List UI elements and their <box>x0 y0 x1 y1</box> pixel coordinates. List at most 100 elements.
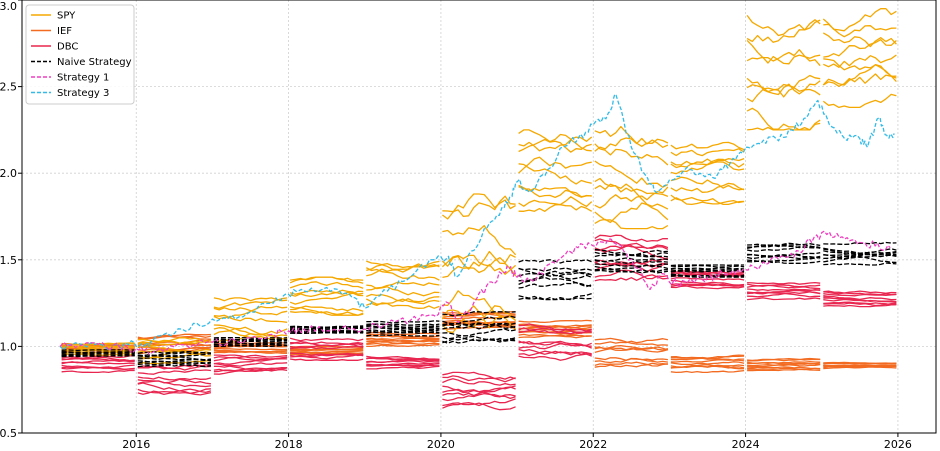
dbc-line <box>518 327 592 334</box>
spy-line <box>213 305 288 319</box>
naive-strategy-line <box>670 274 745 277</box>
legend-box <box>25 4 135 105</box>
spy-line <box>746 19 821 43</box>
dbc-line <box>670 270 745 274</box>
spy-line <box>137 345 212 355</box>
ief-line <box>137 335 212 340</box>
ief-line <box>747 357 821 362</box>
spy-line <box>670 194 745 206</box>
series-spy <box>61 8 897 365</box>
ief-line <box>366 338 440 343</box>
ief-line <box>594 337 668 346</box>
ief-line <box>594 344 669 351</box>
naive-strategy-line <box>518 272 592 282</box>
dbc-line <box>518 348 592 356</box>
ief-line <box>137 348 212 352</box>
y-tick-label: 2.0 <box>0 167 17 180</box>
series-strategy-3 <box>59 93 895 352</box>
dbc-line <box>594 234 668 243</box>
dbc-line <box>213 367 288 373</box>
spy-line <box>594 143 669 166</box>
naive-strategy-line <box>823 252 897 258</box>
spy-line <box>594 186 669 209</box>
spy-line <box>746 39 821 67</box>
dbc-line <box>366 359 440 363</box>
naive-strategy-line <box>366 331 440 334</box>
dbc-line <box>823 302 897 307</box>
naive-strategy-line <box>442 336 516 343</box>
ief-line <box>594 346 669 354</box>
spy-line <box>746 54 821 65</box>
ief-line <box>290 350 364 354</box>
spy-line <box>518 129 593 143</box>
dbc-line <box>442 398 516 409</box>
ief-line <box>594 357 668 361</box>
dbc-line <box>442 375 516 383</box>
dbc-line <box>213 354 288 362</box>
naive-strategy-line <box>213 338 288 343</box>
ief-line <box>366 338 440 344</box>
naive-strategy-line <box>746 252 821 260</box>
naive-strategy-line <box>823 241 897 246</box>
spy-line <box>594 137 669 152</box>
naive-strategy-line <box>747 242 821 247</box>
naive-strategy-line <box>747 256 821 263</box>
naive-strategy-line <box>594 259 668 264</box>
spy-line <box>289 289 364 295</box>
spy-line <box>289 281 364 289</box>
dbc-line <box>290 352 364 357</box>
naive-strategy-line <box>594 263 668 268</box>
naive-strategy-line <box>137 351 211 357</box>
spy-line <box>670 141 745 151</box>
naive-strategy-line <box>61 351 135 354</box>
dbc-line <box>670 270 745 277</box>
spy-line <box>670 148 745 157</box>
ief-line <box>518 333 592 338</box>
naive-strategy-line <box>518 276 592 288</box>
dbc-line <box>290 353 364 360</box>
spy-line <box>670 197 745 206</box>
dbc-line <box>61 364 135 369</box>
ief-line <box>747 361 821 365</box>
spy-line <box>670 158 745 171</box>
naive-strategy-line <box>61 352 135 356</box>
ief-line <box>366 333 440 338</box>
naive-strategy-line <box>518 267 592 272</box>
dbc-line <box>213 354 288 360</box>
ief-line <box>670 355 745 359</box>
ief-line <box>213 347 288 351</box>
ief-line <box>594 362 668 368</box>
spy-line <box>518 196 593 212</box>
naive-strategy-line <box>442 311 516 317</box>
ief-line <box>823 364 897 367</box>
dbc-line <box>594 269 669 280</box>
x-tick-label: 2016 <box>122 438 150 451</box>
legend-label-naive-strategy: Naive Strategy <box>57 57 132 68</box>
naive-strategy-line <box>290 325 364 328</box>
dbc-line <box>213 362 288 367</box>
spy-line <box>442 290 516 321</box>
strategy-3-line <box>59 93 895 352</box>
spy-line <box>213 307 288 316</box>
dbc-line <box>823 290 897 296</box>
dbc-line <box>442 392 516 402</box>
dbc-line <box>366 355 440 363</box>
spy-line <box>213 324 288 336</box>
ief-line <box>442 311 516 317</box>
dbc-line <box>823 297 897 303</box>
dbc-line <box>594 274 668 282</box>
dbc-line <box>289 345 364 350</box>
naive-strategy-line <box>61 354 135 357</box>
spy-line <box>746 80 821 103</box>
x-tick-label: 2024 <box>732 438 760 451</box>
dbc-line <box>442 402 516 411</box>
dbc-line <box>594 262 669 273</box>
naive-strategy-line <box>366 323 440 330</box>
dbc-line <box>746 291 821 298</box>
spy-line <box>441 254 516 268</box>
dbc-line <box>670 279 745 287</box>
spy-line <box>518 199 593 212</box>
naive-strategy-line <box>670 264 745 267</box>
naive-strategy-line <box>442 323 516 329</box>
strategy-1-line <box>59 230 891 355</box>
